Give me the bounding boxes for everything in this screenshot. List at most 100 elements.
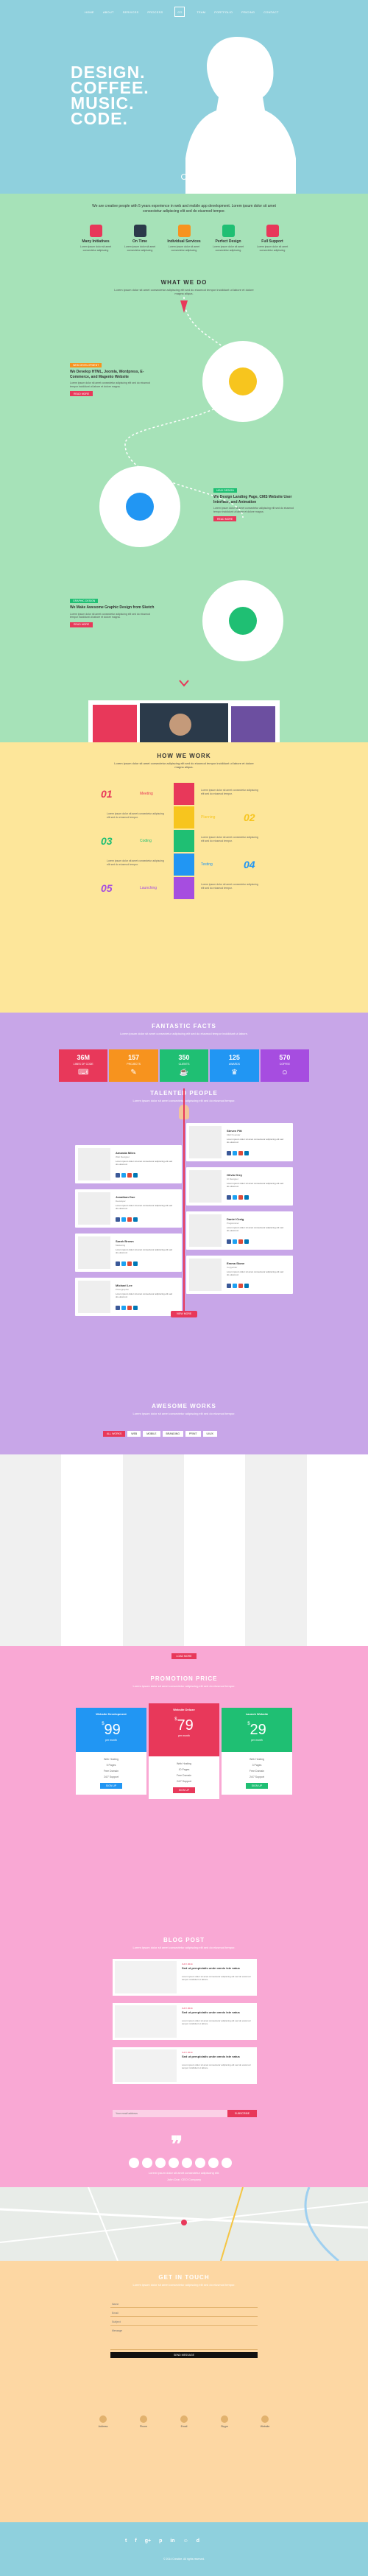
nav-home[interactable]: HOME (85, 10, 94, 14)
twitter-icon[interactable] (121, 1173, 126, 1178)
blog-thumbnail (115, 2049, 177, 2082)
portfolio-item[interactable] (245, 1550, 307, 1646)
plan-feature: 5 Pages (106, 1764, 116, 1767)
google-plus-icon[interactable] (238, 1195, 243, 1200)
nav-about[interactable]: ABOUT (102, 10, 114, 14)
view-more-team-button[interactable]: VIEW MORE (171, 1311, 197, 1317)
google-plus-icon[interactable] (238, 1284, 243, 1288)
member-name: Olivia Grey (227, 1173, 243, 1177)
newsletter-email-input[interactable] (113, 2110, 227, 2117)
google-plus-icon[interactable] (238, 1151, 243, 1155)
twitter-icon[interactable] (233, 1284, 237, 1288)
read-more-button[interactable]: READ MORE (213, 516, 237, 521)
linkedin-icon[interactable] (244, 1151, 249, 1155)
twitter-icon[interactable] (233, 1151, 237, 1155)
plan-name: Launch Website (245, 1712, 269, 1716)
filter-print[interactable]: PRINT (185, 1431, 201, 1437)
portfolio-item[interactable] (184, 1454, 246, 1550)
portfolio-item[interactable] (0, 1454, 62, 1550)
blog-title[interactable]: Sed ut perspiciatis unde omnis iste natu… (182, 2010, 240, 2014)
google-plus-icon[interactable] (127, 1173, 132, 1178)
facebook-icon[interactable] (227, 1239, 231, 1244)
linkedin-icon[interactable]: in (170, 2538, 175, 2544)
logo[interactable]: CO (174, 7, 185, 17)
name-field[interactable] (110, 2301, 258, 2308)
team-member-card: Emma Stone Copywriter Lorem ipsum dolor … (186, 1256, 293, 1294)
twitter-icon[interactable] (233, 1195, 237, 1200)
nav-team[interactable]: TEAM (197, 10, 206, 14)
facebook-icon[interactable] (116, 1261, 120, 1266)
facebook-icon[interactable] (227, 1151, 231, 1155)
subscribe-button[interactable]: SUBSCRIBE (227, 2110, 257, 2117)
facebook-icon[interactable] (116, 1173, 120, 1178)
send-message-button[interactable]: SEND MESSAGE (110, 2352, 258, 2358)
filter-all[interactable]: ALL WORKS (103, 1431, 126, 1437)
blog-title[interactable]: Sed ut perspiciatis unde omnis iste natu… (182, 1966, 240, 1970)
linkedin-icon[interactable] (244, 1284, 249, 1288)
sign-up-button[interactable]: SIGN UP (99, 1783, 123, 1789)
linkedin-icon[interactable] (133, 1306, 138, 1310)
blog-post[interactable]: JULY 2014 Sed ut perspiciatis unde omnis… (113, 2047, 257, 2084)
nav-portfolio[interactable]: PORTFOLIO (214, 10, 233, 14)
nav-process[interactable]: PROCESS (147, 10, 163, 14)
portfolio-item[interactable] (61, 1454, 123, 1550)
twitter-icon[interactable] (233, 1239, 237, 1244)
email-field[interactable] (110, 2310, 258, 2317)
dribbble-icon[interactable]: d (196, 2538, 200, 2544)
blog-title[interactable]: Sed ut perspiciatis unde omnis iste natu… (182, 2055, 240, 2058)
team-member-card: Amanda Miles Web Designer Lorem ipsum do… (75, 1145, 182, 1183)
nav-services[interactable]: SERVICES (122, 10, 139, 14)
linkedin-icon[interactable] (244, 1195, 249, 1200)
linkedin-icon[interactable] (133, 1173, 138, 1178)
linkedin-icon[interactable] (244, 1239, 249, 1244)
portfolio-item[interactable] (0, 1550, 62, 1646)
github-icon[interactable]: ☺ (183, 2538, 188, 2544)
location-map[interactable] (0, 2187, 368, 2261)
portfolio-item[interactable] (122, 1454, 184, 1550)
portfolio-item[interactable] (122, 1550, 184, 1646)
portfolio-item[interactable] (61, 1550, 123, 1646)
google-plus-icon[interactable] (127, 1306, 132, 1310)
google-plus-icon[interactable] (127, 1217, 132, 1222)
facebook-icon[interactable] (116, 1217, 120, 1222)
filter-uiux[interactable]: UI/UX (202, 1431, 217, 1437)
facebook-icon[interactable] (227, 1195, 231, 1200)
portfolio-item[interactable] (245, 1454, 307, 1550)
blog-post[interactable]: JULY 2014 Sed ut perspiciatis unde omnis… (113, 1959, 257, 1996)
message-field[interactable] (110, 2328, 258, 2350)
service-block-text: Lorem ipsum dolor sit amet consectetur a… (70, 612, 150, 619)
service-title: Perfect Design (215, 239, 241, 244)
blog-date: JULY 2014 (182, 2051, 193, 2054)
blog-post[interactable]: JULY 2014 Sed ut perspiciatis unde omnis… (113, 2003, 257, 2040)
twitter-icon[interactable] (121, 1261, 126, 1266)
facebook-icon[interactable]: f (135, 2538, 137, 2544)
member-role: Web Designer (116, 1155, 130, 1158)
portfolio-item[interactable] (184, 1550, 246, 1646)
load-more-button[interactable]: LOAD MORE (171, 1653, 197, 1659)
google-plus-icon[interactable] (238, 1239, 243, 1244)
filter-branding[interactable]: BRANDING (162, 1431, 183, 1437)
read-more-button[interactable]: READ MORE (70, 391, 93, 396)
subject-field[interactable] (110, 2319, 258, 2326)
google-plus-icon[interactable] (127, 1261, 132, 1266)
sign-up-button[interactable]: SIGN UP (172, 1787, 196, 1793)
nav-pricing[interactable]: PRICING (241, 10, 255, 14)
filter-web[interactable]: WEB (127, 1431, 141, 1437)
nav-contact[interactable]: CONTACT (263, 10, 279, 14)
scroll-down-button[interactable] (181, 174, 187, 180)
linkedin-icon[interactable] (133, 1217, 138, 1222)
portfolio-item[interactable] (306, 1454, 368, 1550)
pinterest-icon[interactable]: p (159, 2538, 163, 2544)
sign-up-button[interactable]: SIGN UP (245, 1783, 269, 1789)
filter-mobile[interactable]: MOBILE (143, 1431, 160, 1437)
google-plus-icon[interactable]: g+ (144, 2538, 152, 2544)
twitter-icon[interactable] (121, 1306, 126, 1310)
read-more-button[interactable]: READ MORE (70, 622, 93, 627)
facebook-icon[interactable] (227, 1284, 231, 1288)
linkedin-icon[interactable] (133, 1261, 138, 1266)
section-title: AWESOME WORKS (152, 1403, 216, 1410)
portfolio-item[interactable] (306, 1550, 368, 1646)
twitter-icon[interactable] (121, 1217, 126, 1222)
twitter-icon[interactable]: t (125, 2538, 127, 2544)
facebook-icon[interactable] (116, 1306, 120, 1310)
